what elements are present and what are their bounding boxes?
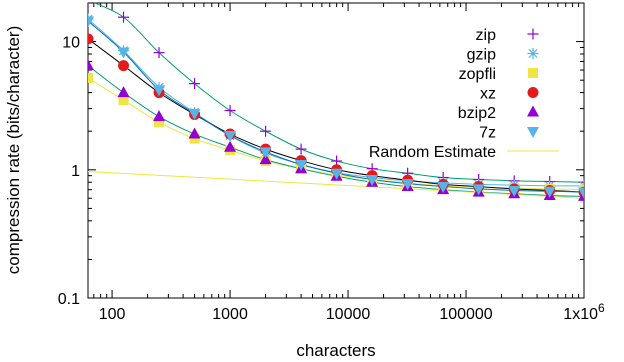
x-axis-label: characters bbox=[296, 341, 375, 360]
legend: zip gzip zopfli xz bzip2 7z Random Estimate bbox=[369, 27, 559, 161]
random-estimate-line bbox=[88, 170, 584, 199]
7z-point bbox=[543, 186, 556, 198]
bzip2-point bbox=[224, 140, 237, 152]
legend-label: bzip2 bbox=[458, 105, 496, 122]
legend-label: xz bbox=[480, 86, 496, 103]
7z-point bbox=[224, 131, 237, 143]
7z-point bbox=[437, 182, 450, 194]
zip-point bbox=[189, 78, 201, 90]
xz-point bbox=[88, 33, 94, 45]
y-tick-label: 10 bbox=[62, 35, 80, 52]
bzip2-point bbox=[259, 153, 272, 165]
legend-symbol bbox=[527, 48, 539, 59]
y-axis-label: compression rate (bits/character) bbox=[4, 26, 23, 274]
x-tick-label: 10000 bbox=[326, 306, 371, 323]
legend-label: zopfli bbox=[459, 66, 496, 83]
plot-frame bbox=[87, 2, 585, 299]
7z-point bbox=[88, 16, 94, 28]
y-tick-label: 1 bbox=[71, 163, 80, 180]
legend-label: Random Estimate bbox=[369, 144, 496, 161]
axis-ticks bbox=[88, 2, 585, 299]
zip-point bbox=[260, 125, 272, 137]
7z-point bbox=[401, 179, 414, 191]
7z-point bbox=[153, 85, 166, 97]
legend-label: gzip bbox=[467, 47, 496, 64]
zopfli-point bbox=[88, 73, 93, 84]
x-tick-label: 1000 bbox=[212, 306, 248, 323]
bzip2-point bbox=[153, 110, 166, 122]
zip-point bbox=[295, 143, 307, 155]
x-tick-label: 100000 bbox=[439, 306, 492, 323]
legend-label: 7z bbox=[479, 125, 496, 142]
x-tick-label-exponent: 6 bbox=[598, 301, 605, 315]
y-tick-label: 0.1 bbox=[58, 291, 80, 308]
bzip2-point bbox=[117, 86, 130, 98]
7z-point bbox=[472, 184, 485, 196]
legend-symbol bbox=[527, 105, 539, 117]
x-tick-label: 1x106 bbox=[563, 301, 605, 323]
legend-label: zip bbox=[476, 27, 497, 44]
bzip2-point bbox=[88, 59, 94, 71]
zip-point bbox=[118, 11, 130, 23]
legend-symbol bbox=[527, 87, 539, 98]
bzip2-point bbox=[188, 127, 201, 139]
axis-tick-labels: 100 1000 10000 100000 1x106 0.1 1 10 bbox=[58, 35, 605, 323]
7z-point bbox=[117, 47, 130, 59]
legend-symbol bbox=[527, 127, 539, 138]
7z-point bbox=[259, 147, 272, 159]
zopfli-point bbox=[154, 117, 165, 128]
7z-point bbox=[366, 175, 379, 187]
legend-symbol bbox=[527, 28, 539, 40]
7z-point bbox=[295, 159, 308, 171]
x-tick-label: 100 bbox=[99, 306, 126, 323]
7z-point bbox=[188, 108, 201, 120]
data-points bbox=[88, 3, 584, 201]
xz-point bbox=[118, 60, 130, 72]
7z-point bbox=[508, 185, 521, 197]
7z-point bbox=[578, 187, 584, 199]
zopfli-point bbox=[189, 133, 200, 144]
zopfli-point bbox=[118, 95, 129, 106]
7z-point bbox=[330, 168, 343, 180]
zip-point bbox=[224, 105, 236, 117]
zip-point bbox=[153, 47, 165, 59]
legend-symbol bbox=[528, 68, 538, 78]
